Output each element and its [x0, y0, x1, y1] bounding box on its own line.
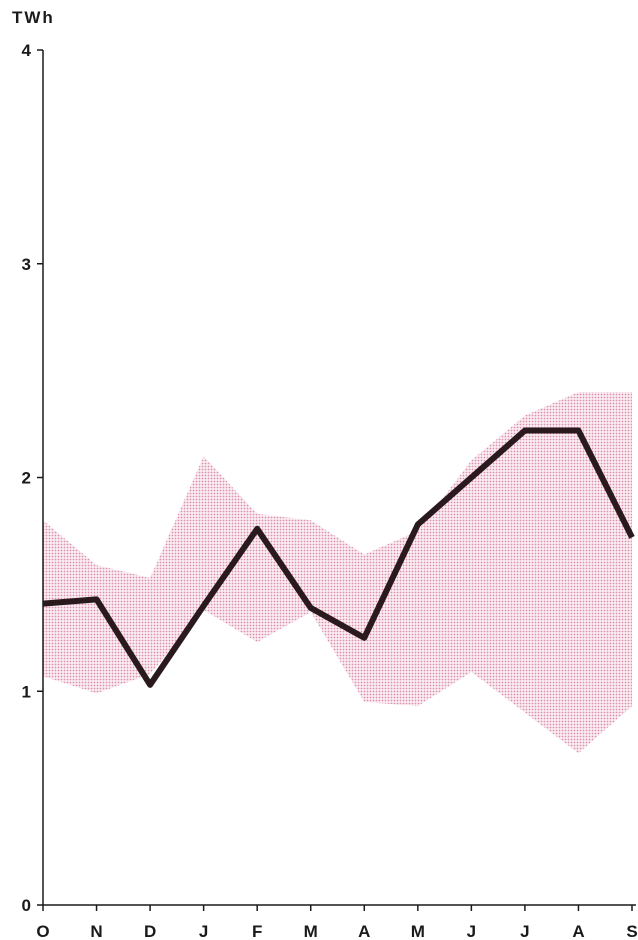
series-line	[42, 427, 635, 688]
range-band	[43, 392, 632, 754]
y-axis-unit-label: TWh	[12, 8, 55, 27]
x-tick-label: D	[144, 922, 156, 940]
y-tick-label: 2	[22, 469, 31, 488]
y-tick-label: 0	[22, 896, 31, 915]
y-tick-label: 1	[22, 682, 31, 701]
x-tick-label: A	[572, 922, 584, 940]
y-tick-label: 4	[22, 41, 32, 60]
x-tick-label: J	[520, 922, 529, 940]
x-tick-label: J	[199, 922, 208, 940]
x-tick-label: J	[467, 922, 476, 940]
y-tick-label: 3	[22, 255, 31, 274]
x-tick-label: A	[358, 922, 370, 940]
x-tick-label: S	[626, 922, 637, 940]
x-tick-label: M	[411, 922, 425, 940]
x-tick-label: N	[90, 922, 102, 940]
x-tick-label: F	[252, 922, 262, 940]
x-tick-label: O	[36, 922, 49, 940]
x-tick-label: M	[304, 922, 318, 940]
